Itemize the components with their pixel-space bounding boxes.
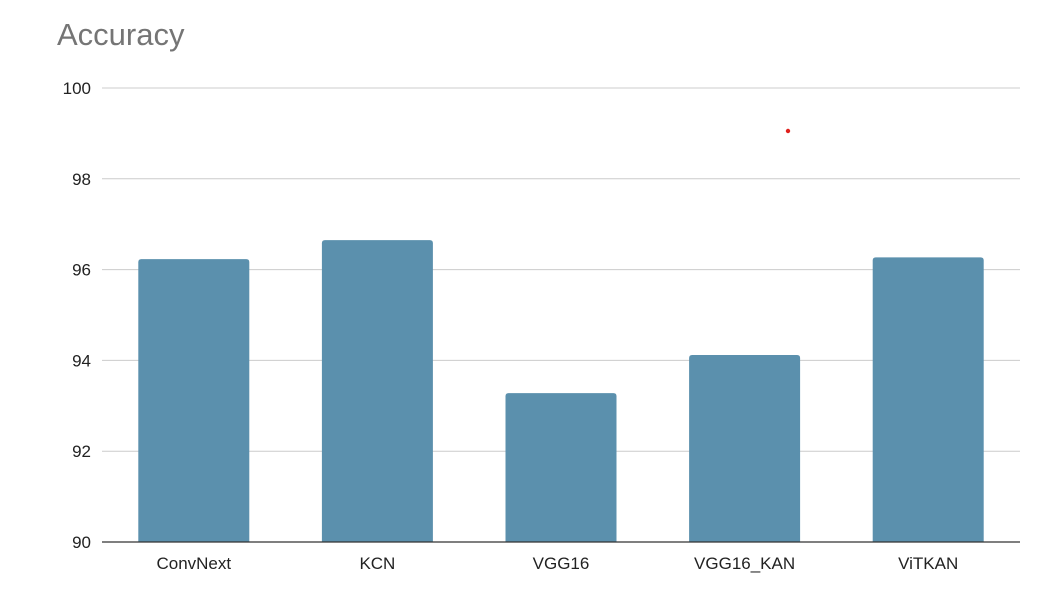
x-tick-label: VGG16_KAN xyxy=(694,554,795,573)
bar-kcn xyxy=(321,240,433,542)
y-tick-label: 92 xyxy=(72,442,91,461)
x-tick-label: KCN xyxy=(359,554,395,573)
y-tick-label: 94 xyxy=(72,351,91,370)
labels: 90 92 94 96 98 100 ConvNext KCN VGG16 VGG16_KAN Vi… xyxy=(63,79,959,573)
y-tick-label: 90 xyxy=(72,533,91,552)
marker-dot xyxy=(785,128,791,134)
bars xyxy=(138,240,984,542)
grid-lines xyxy=(102,87,1020,452)
bar-convnext xyxy=(138,259,250,542)
bar-vgg16-kan xyxy=(689,354,801,542)
bar-vitkan xyxy=(872,257,984,542)
y-tick-label: 98 xyxy=(72,170,91,189)
y-tick-label: 96 xyxy=(72,261,91,280)
y-tick-label: 100 xyxy=(63,79,91,98)
x-tick-label: VGG16 xyxy=(533,554,590,573)
bar-vgg16 xyxy=(505,393,617,542)
chart-title: Accuracy xyxy=(57,17,185,52)
x-tick-label: ViTKAN xyxy=(898,554,958,573)
x-tick-label: ConvNext xyxy=(156,554,231,573)
